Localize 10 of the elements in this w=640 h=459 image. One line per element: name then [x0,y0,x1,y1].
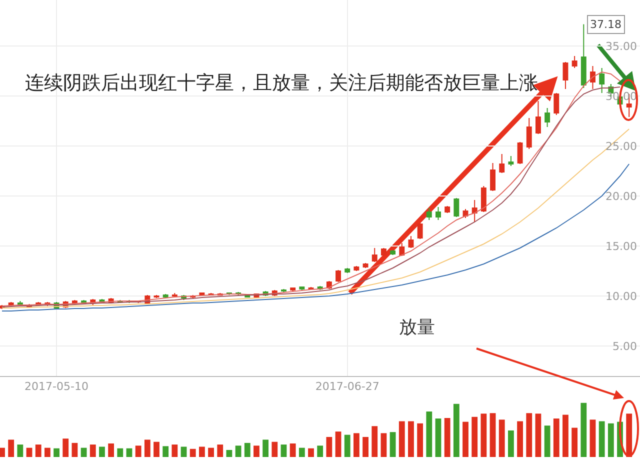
x-tick-label: 2017-05-10 [24,380,88,394]
annotation: 放量 [399,317,435,338]
x-tick-label: 2017-06-27 [315,380,380,394]
y-tick-label: 10.00 [606,290,637,303]
annotation: 连续阴跌后出现红十字星，且放量，关注后期能否放巨量上涨 [25,72,538,94]
y-tick-label: 15.00 [606,240,637,253]
y-tick-label: 35.00 [606,40,637,53]
annotation: 37.18 [590,18,622,31]
y-tick-label: 20.00 [606,190,637,203]
y-tick-label: 5.00 [612,340,637,353]
